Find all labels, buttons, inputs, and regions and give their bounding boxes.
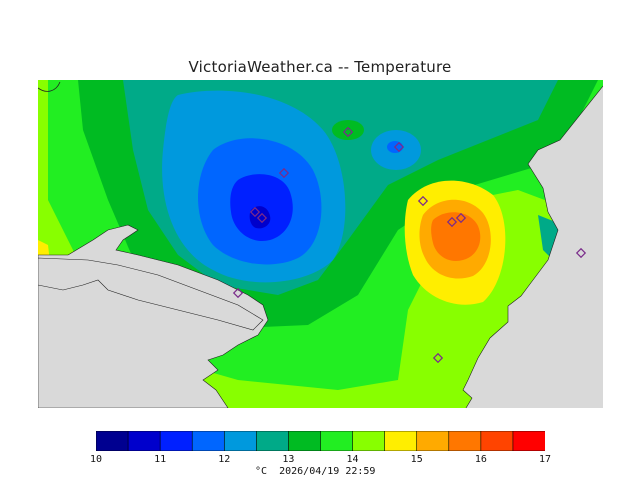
colorbar-bin	[191, 431, 226, 451]
unit-label: °C	[255, 466, 268, 477]
colorbar-tick-label: 13	[282, 454, 295, 465]
colorbar-tick-label: 10	[89, 454, 103, 465]
timestamp: 2026/04/19 22:59	[279, 466, 376, 477]
colorbar-tick-label: 12	[218, 454, 231, 465]
colorbar-bin	[159, 431, 194, 451]
colorbar-bin	[352, 431, 386, 451]
station-marker	[393, 141, 405, 153]
station-marker	[249, 206, 261, 218]
colorbar-tick-label: 14	[346, 454, 359, 465]
colorbar-tick-label: 17	[538, 454, 552, 465]
station-marker	[455, 212, 467, 224]
colorbar-bin	[480, 431, 514, 451]
station-marker	[417, 195, 429, 207]
colorbar-bin	[256, 431, 290, 451]
band-15.5-16	[431, 212, 481, 261]
colorbar-bin	[384, 431, 418, 451]
west-shore-water	[38, 257, 264, 331]
station-marker	[256, 212, 268, 224]
station-markers	[232, 126, 587, 364]
station-marker	[232, 287, 244, 299]
page-title: VictoriaWeather.ca -- Temperature	[188, 58, 452, 76]
colorbar-tick-label: 11	[154, 454, 167, 465]
unit-timestamp: °C 2026/04/19 22:59	[255, 466, 375, 477]
corner-arc	[38, 81, 61, 92]
east-coastline	[462, 85, 603, 408]
station-marker	[342, 126, 354, 138]
temperature-colorbar	[96, 431, 545, 451]
station-marker	[575, 247, 587, 259]
colorbar-bin	[320, 431, 354, 451]
colorbar-tick-label: 16	[474, 454, 487, 465]
colorbar-bin	[96, 431, 129, 451]
colorbar-bin	[416, 431, 450, 451]
green-spot-north	[332, 120, 364, 140]
station-marker	[446, 216, 458, 228]
colorbar-bin	[223, 431, 258, 451]
colorbar-bin	[512, 431, 545, 451]
colorbar-bin	[288, 431, 322, 451]
colorbar-tick-label: 15	[410, 454, 423, 465]
colorbar-bin	[448, 431, 482, 451]
band-10.5-11	[249, 206, 271, 229]
temperature-map[interactable]	[38, 80, 603, 408]
colorbar-bin	[127, 431, 161, 451]
station-marker	[278, 167, 290, 179]
station-marker	[432, 352, 444, 364]
